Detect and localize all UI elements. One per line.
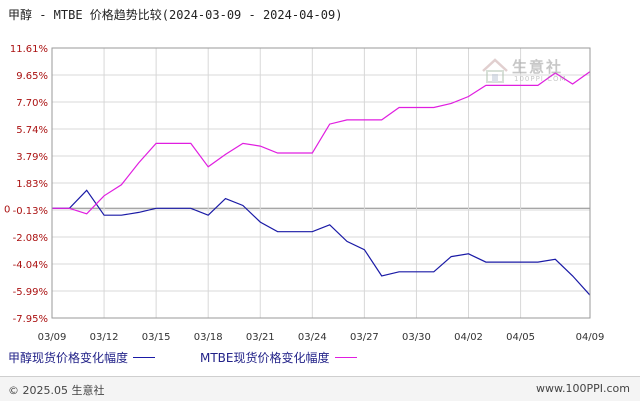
x-tick-label: 04/05 <box>506 332 535 343</box>
x-axis-ticks: 03/09 03/12 03/15 03/18 03/21 03/24 03/27 03/30… <box>38 332 605 343</box>
chart-title: 甲醇 - MTBE 价格趋势比较(2024-03-09 - 2024-04-09… <box>8 8 343 22</box>
house-logo-icon <box>482 58 508 83</box>
legend-swatch-methanol <box>133 357 156 358</box>
x-tick-label: 03/24 <box>298 332 327 343</box>
legend-item-mtbe: MTBE现货价格变化幅度 <box>200 349 357 366</box>
chart-legend: 甲醇现货价格变化幅度 MTBE现货价格变化幅度 <box>0 346 640 368</box>
watermark-logo: 生意社 100PPI.COM <box>480 56 580 90</box>
x-tick-label: 04/02 <box>454 332 483 343</box>
y-tick-label: 9.65% <box>16 71 48 82</box>
y-tick-label: 11.61% <box>10 44 48 55</box>
y-tick-label: -0.13% <box>13 206 48 217</box>
legend-label-methanol: 甲醇现货价格变化幅度 <box>8 351 129 365</box>
series-line-methanol <box>52 189 591 296</box>
x-tick-label: 03/09 <box>38 332 67 343</box>
y-tick-label: -7.95% <box>13 314 48 325</box>
plot-frame <box>51 47 591 319</box>
footer-bar: © 2025.05 生意社 www.100PPI.com <box>0 376 640 401</box>
legend-label-mtbe: MTBE现货价格变化幅度 <box>200 351 330 365</box>
x-tick-label: 03/27 <box>350 332 379 343</box>
site-link[interactable]: www.100PPI.com <box>536 382 630 395</box>
x-tick-label: 03/12 <box>90 332 119 343</box>
y-tick-label: 3.79% <box>16 152 48 163</box>
y-tick-label: 7.70% <box>16 98 48 109</box>
legend-swatch-mtbe <box>334 357 357 358</box>
x-tick-label: 03/30 <box>402 332 431 343</box>
series-lines <box>52 71 591 296</box>
watermark-sub: 100PPI.COM <box>514 75 567 83</box>
y-tick-label: -4.04% <box>13 260 48 271</box>
x-tick-label: 03/21 <box>246 332 275 343</box>
y-tick-label: 5.74% <box>16 125 48 136</box>
y-tick-label: -5.99% <box>13 287 48 298</box>
series-line-mtbe <box>52 71 591 215</box>
x-tick-label: 03/15 <box>142 332 171 343</box>
x-tick-label: 04/09 <box>576 332 605 343</box>
copyright-text: © 2025.05 生意社 <box>8 384 105 397</box>
y-tick-label: -2.08% <box>13 233 48 244</box>
watermark-name: 生意社 <box>512 58 564 76</box>
zero-label: 0 <box>4 204 10 215</box>
y-axis-ticks: 11.61% 9.65% 7.70% 5.74% 3.79% 1.83% -0.13% -2.… <box>4 44 48 325</box>
y-tick-label: 1.83% <box>16 179 48 190</box>
legend-item-methanol: 甲醇现货价格变化幅度 <box>8 349 156 366</box>
x-tick-label: 03/18 <box>194 332 223 343</box>
